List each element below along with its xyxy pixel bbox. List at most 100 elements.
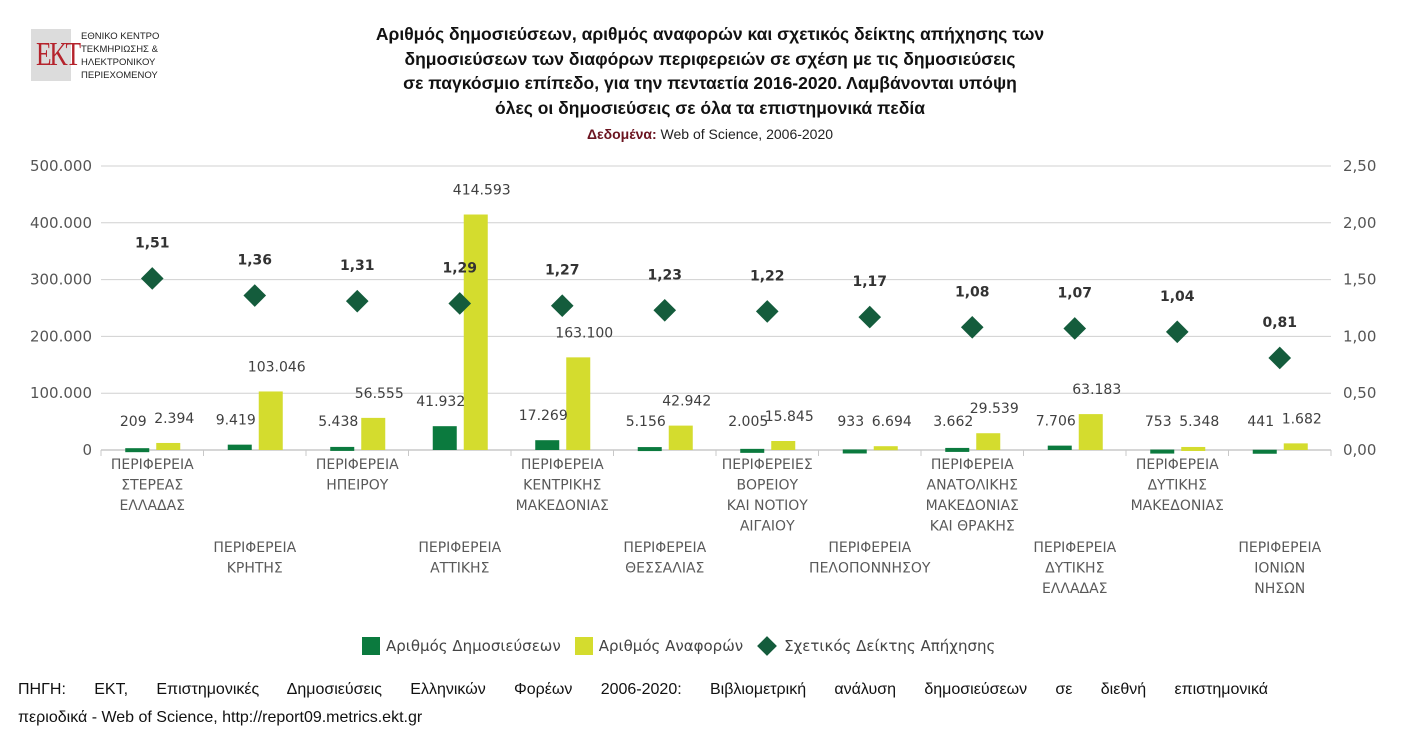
legend-label: Αριθμός Αναφορών bbox=[598, 637, 744, 655]
index-data-label: 1,22 bbox=[750, 268, 785, 284]
publications-bar bbox=[535, 440, 560, 450]
index-diamond-marker bbox=[960, 315, 984, 339]
x-category-label: ΠΕΡΙΦΕΡΕΙΑ bbox=[1136, 457, 1219, 473]
diamond-icon bbox=[757, 636, 778, 656]
citations-data-label: 163.100 bbox=[555, 325, 613, 341]
citations-data-label: 42.942 bbox=[662, 394, 711, 410]
publications-bar bbox=[432, 426, 457, 450]
publications-data-label: 209 bbox=[120, 414, 147, 430]
citations-swatch bbox=[574, 637, 593, 655]
x-category-label: ΚΕΝΤΡΙΚΗΣ bbox=[523, 478, 601, 494]
ekt-logo-text: ΕΘΝΙΚΟ ΚΕΝΤΡΟ ΤΕΚΜΗΡΙΩΣΗΣ & ΗΛΕΚΤΡΟΝΙΚΟΥ… bbox=[81, 30, 159, 82]
index-diamond-marker bbox=[1165, 320, 1189, 344]
citations-bar bbox=[258, 391, 283, 450]
y-left-tick-label: 400.000 bbox=[30, 214, 92, 232]
y-right-tick-label: 2,00 bbox=[1343, 214, 1376, 232]
citations-data-label: 6.694 bbox=[872, 414, 912, 430]
y-right-tick-label: 0,50 bbox=[1343, 384, 1376, 402]
index-data-label: 0,81 bbox=[1262, 315, 1297, 331]
legend-label: Αριθμός Δημοσιεύσεων bbox=[386, 637, 561, 655]
y-right-tick-label: 1,00 bbox=[1343, 327, 1376, 345]
x-category-label: ΑΙΓΑΙΟΥ bbox=[740, 519, 795, 535]
publications-data-label: 3.662 bbox=[933, 414, 973, 430]
index-data-label: 1,31 bbox=[340, 258, 375, 274]
citations-data-label: 5.348 bbox=[1179, 414, 1219, 430]
x-category-label: ΠΕΡΙΦΕΡΕΙΑ bbox=[521, 457, 604, 473]
y-left-tick-label: 300.000 bbox=[30, 271, 92, 289]
x-category-label: ΑΝΑΤΟΛΙΚΗΣ bbox=[927, 478, 1018, 494]
y-left-tick-label: 0 bbox=[82, 441, 92, 459]
chart-legend: Αριθμός Δημοσιεύσεων Αριθμός Αναφορών Σχ… bbox=[362, 636, 1009, 656]
source-line: ΠΗΓΗ: ΕΚΤ, Επιστημονικές Δημοσιεύσεις Ελ… bbox=[18, 681, 1268, 698]
citations-bar bbox=[771, 441, 796, 450]
x-category-label: ΠΕΛΟΠΟΝΝΗΣΟΥ bbox=[809, 561, 931, 577]
index-data-label: 1,17 bbox=[852, 274, 887, 290]
citations-bar bbox=[1078, 414, 1103, 450]
publications-data-label: 753 bbox=[1145, 414, 1172, 430]
index-diamond-marker bbox=[448, 292, 472, 315]
x-category-label: ΚΑΙ ΝΟΤΙΟΥ bbox=[727, 498, 809, 514]
chart-title: Αριθμός δημοσιεύσεων, αριθμός αναφορών κ… bbox=[280, 22, 1140, 120]
publications-bar bbox=[842, 449, 867, 454]
x-category-label: ΕΛΛΑΔΑΣ bbox=[1042, 581, 1108, 597]
chart-subtitle: Δεδομένα: Web of Science, 2006-2020 bbox=[400, 126, 1020, 142]
x-category-label: ΒΟΡΕΙΟΥ bbox=[736, 478, 798, 494]
chart-title-line: δημοσιεύσεων των διαφόρων περιφερειών σε… bbox=[404, 48, 1016, 69]
publications-data-label: 5.156 bbox=[626, 414, 666, 430]
index-data-label: 1,36 bbox=[237, 253, 272, 269]
subtitle-value: Web of Science, 2006-2020 bbox=[656, 126, 834, 142]
x-category-label: ΜΑΚΕΔΟΝΙΑΣ bbox=[516, 498, 609, 514]
publications-data-label: 9.419 bbox=[216, 413, 256, 429]
publications-bar bbox=[125, 448, 150, 453]
citations-data-label: 103.046 bbox=[248, 359, 306, 375]
source-line: περιοδικά - Web of Science, http://repor… bbox=[18, 709, 423, 726]
index-diamond-marker bbox=[755, 300, 779, 323]
x-category-label: ΠΕΡΙΦΕΡΕΙΕΣ bbox=[722, 457, 813, 473]
citations-bar bbox=[463, 214, 488, 450]
publications-bar bbox=[227, 444, 252, 450]
chart-title-line: όλες οι δημοσιεύσεις σε όλα τα επιστημον… bbox=[495, 97, 925, 118]
index-data-label: 1,29 bbox=[442, 260, 477, 276]
x-category-label: ΠΕΡΙΦΕΡΕΙΑ bbox=[418, 540, 501, 556]
index-diamond-marker bbox=[243, 284, 267, 307]
publications-bar bbox=[1252, 449, 1277, 454]
x-category-label: ΔΥΤΙΚΗΣ bbox=[1045, 561, 1104, 577]
source-note: ΠΗΓΗ: ΕΚΤ, Επιστημονικές Δημοσιεύσεις Ελ… bbox=[18, 676, 1268, 732]
index-data-label: 1,07 bbox=[1057, 285, 1092, 301]
x-category-label: ΘΕΣΣΑΛΙΑΣ bbox=[625, 561, 704, 577]
index-diamond-marker bbox=[653, 298, 677, 322]
x-category-label: ΠΕΡΙΦΕΡΕΙΑ bbox=[316, 457, 399, 473]
x-category-label: ΔΥΤΙΚΗΣ bbox=[1148, 478, 1207, 494]
citations-bar bbox=[566, 357, 591, 450]
y-left-tick-label: 200.000 bbox=[30, 327, 92, 345]
publications-data-label: 17.269 bbox=[519, 408, 568, 424]
citations-data-label: 1.682 bbox=[1282, 411, 1322, 427]
index-diamond-marker bbox=[345, 289, 369, 313]
legend-label: Σχετικός Δείκτης Απήχησης bbox=[784, 637, 996, 655]
x-category-label: ΠΕΡΙΦΕΡΕΙΑ bbox=[1033, 540, 1116, 556]
chart-title-line: Αριθμός δημοσιεύσεων, αριθμός αναφορών κ… bbox=[375, 24, 1045, 44]
publications-bar bbox=[1150, 449, 1175, 454]
publications-bar bbox=[945, 447, 970, 452]
publications-data-label: 441 bbox=[1247, 414, 1274, 430]
y-left-tick-label: 100.000 bbox=[30, 384, 92, 402]
index-data-label: 1,08 bbox=[955, 284, 990, 300]
publications-bar bbox=[330, 446, 355, 451]
x-category-label: ΣΤΕΡΕΑΣ bbox=[121, 478, 183, 494]
subtitle-label: Δεδομένα: bbox=[586, 126, 657, 142]
citations-bar bbox=[1283, 443, 1308, 450]
citations-bar bbox=[361, 417, 386, 450]
publications-data-label: 5.438 bbox=[318, 414, 358, 430]
logo-text-line: ΗΛΕΚΤΡΟΝΙΚΟΥ bbox=[81, 57, 156, 68]
publications-bar bbox=[1047, 445, 1072, 450]
y-right-tick-label: 1,50 bbox=[1343, 271, 1376, 289]
x-category-label: ΠΕΡΙΦΕΡΕΙΑ bbox=[213, 540, 296, 556]
publications-data-label: 7.706 bbox=[1036, 414, 1076, 430]
index-diamond-marker bbox=[550, 294, 574, 318]
citations-bar bbox=[976, 433, 1001, 450]
index-data-label: 1,04 bbox=[1160, 289, 1195, 305]
x-category-label: ΠΕΡΙΦΕΡΕΙΑ bbox=[931, 457, 1014, 473]
publications-swatch bbox=[362, 637, 380, 655]
logo-text-line: ΤΕΚΜΗΡΙΩΣΗΣ & bbox=[81, 44, 158, 55]
index-data-label: 1,23 bbox=[647, 267, 682, 283]
